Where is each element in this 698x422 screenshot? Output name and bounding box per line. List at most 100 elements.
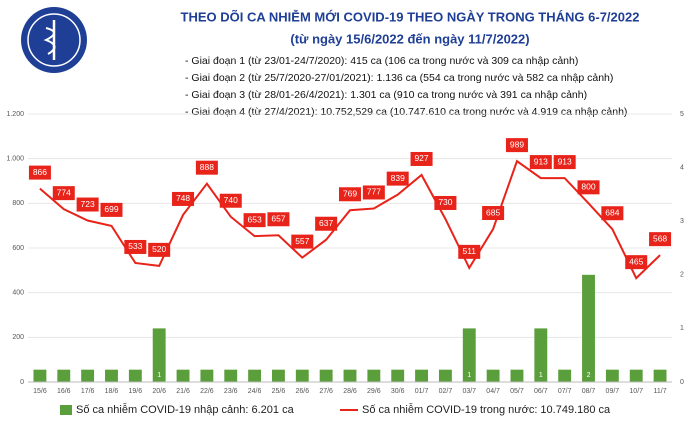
annotation: - Giai đoạn 4 (từ 27/4/2021): 10.752,529… bbox=[185, 106, 627, 118]
x-tick-label: 01/7 bbox=[415, 388, 429, 395]
line-label: 888 bbox=[200, 162, 214, 172]
bar bbox=[200, 369, 214, 382]
y2-tick-label: 4 bbox=[680, 164, 684, 171]
annotation: - Giai đoạn 2 (từ 25/7/2020-27/01/2021):… bbox=[185, 72, 613, 84]
line-label: 839 bbox=[391, 173, 405, 183]
line-label: 769 bbox=[343, 189, 357, 199]
label-box bbox=[172, 191, 195, 206]
bar bbox=[629, 369, 643, 382]
chart-subtitle: (từ ngày 15/6/2022 đến ngày 11/7/2022) bbox=[290, 31, 529, 46]
x-tick-label: 11/7 bbox=[654, 388, 667, 395]
line-label: 774 bbox=[57, 187, 71, 197]
y2-tick-label: 2 bbox=[680, 272, 684, 279]
bar bbox=[272, 369, 285, 382]
y-tick-label: 800 bbox=[12, 200, 24, 207]
legend-label: Số ca nhiễm COVID-19 trong nước: 10.749.… bbox=[362, 403, 611, 416]
line-label: 989 bbox=[510, 139, 524, 149]
x-tick-label: 25/6 bbox=[272, 388, 286, 395]
x-tick-label: 08/7 bbox=[582, 388, 596, 395]
line-label: 533 bbox=[128, 241, 142, 251]
bar bbox=[152, 328, 166, 382]
bar-label: 1 bbox=[467, 372, 471, 379]
x-tick-label: 26/6 bbox=[295, 388, 309, 395]
bar bbox=[295, 369, 309, 382]
x-tick-label: 28/6 bbox=[343, 388, 357, 395]
line-label: 568 bbox=[653, 233, 667, 243]
bar bbox=[367, 369, 381, 382]
x-tick-label: 15/6 bbox=[33, 388, 47, 395]
y-tick-label: 1.200 bbox=[6, 111, 24, 118]
label-box bbox=[410, 151, 433, 166]
bar bbox=[248, 369, 262, 382]
label-box bbox=[76, 197, 99, 212]
x-tick-label: 23/6 bbox=[224, 388, 238, 395]
legend-label: Số ca nhiễm COVID-19 nhập cảnh: 6.201 ca bbox=[76, 403, 295, 416]
bar bbox=[510, 369, 524, 382]
label-box bbox=[148, 242, 171, 257]
x-tick-label: 17/6 bbox=[81, 388, 95, 395]
y-tick-label: 1.000 bbox=[6, 156, 24, 163]
line-label: 730 bbox=[438, 197, 452, 207]
bar bbox=[558, 369, 572, 382]
x-tick-label: 06/7 bbox=[534, 388, 548, 395]
label-box bbox=[386, 171, 409, 186]
bar bbox=[582, 274, 595, 382]
line-label: 511 bbox=[462, 246, 476, 256]
x-tick-label: 20/6 bbox=[152, 388, 166, 395]
bar bbox=[605, 369, 619, 382]
y-tick-label: 0 bbox=[20, 379, 24, 386]
label-box bbox=[434, 195, 457, 210]
y-tick-label: 600 bbox=[12, 245, 24, 252]
legend-swatch bbox=[60, 405, 72, 415]
bar bbox=[486, 369, 500, 382]
label-box bbox=[28, 165, 51, 180]
x-tick-label: 21/6 bbox=[176, 388, 190, 395]
bar bbox=[343, 369, 357, 382]
y-tick-label: 200 bbox=[12, 334, 24, 341]
line-label: 557 bbox=[295, 236, 309, 246]
label-box bbox=[315, 216, 338, 231]
bar bbox=[224, 369, 238, 382]
x-tick-label: 30/6 bbox=[391, 388, 405, 395]
label-box bbox=[195, 160, 218, 175]
bar bbox=[462, 328, 476, 382]
line bbox=[39, 159, 661, 280]
label-box bbox=[601, 206, 624, 221]
label-box bbox=[219, 193, 242, 208]
x-tick-label: 29/6 bbox=[367, 388, 381, 395]
label-box bbox=[243, 213, 266, 228]
x-tick-label: 16/6 bbox=[57, 388, 71, 395]
line-label: 465 bbox=[629, 256, 643, 266]
x-tick-label: 03/7 bbox=[462, 388, 476, 395]
line-label: 657 bbox=[271, 214, 285, 224]
x-tick-label: 27/6 bbox=[319, 388, 333, 395]
label-box bbox=[291, 234, 314, 249]
line-label: 927 bbox=[414, 153, 428, 163]
x-tick-label: 05/7 bbox=[510, 388, 524, 395]
y2-tick-label: 5 bbox=[680, 111, 684, 118]
label-box bbox=[529, 155, 552, 170]
bar bbox=[105, 369, 118, 382]
label-box bbox=[553, 155, 576, 170]
y-tick-label: 400 bbox=[12, 290, 24, 297]
bar bbox=[534, 328, 548, 382]
x-tick-label: 19/6 bbox=[129, 388, 143, 395]
line-label: 637 bbox=[319, 218, 333, 228]
x-tick-label: 24/6 bbox=[248, 388, 262, 395]
label-box bbox=[577, 180, 600, 195]
bar bbox=[319, 369, 333, 382]
x-tick-label: 04/7 bbox=[486, 388, 500, 395]
logo bbox=[21, 7, 87, 73]
line-label: 866 bbox=[33, 167, 47, 177]
label-box bbox=[482, 206, 505, 221]
bar bbox=[415, 369, 428, 382]
label-box bbox=[267, 212, 290, 227]
line-label: 777 bbox=[367, 187, 381, 197]
line-label: 748 bbox=[176, 193, 190, 203]
annotation: - Giai đoạn 1 (từ 23/01-24/7/2020): 415 … bbox=[185, 55, 578, 67]
bar bbox=[653, 369, 667, 382]
bar bbox=[128, 369, 142, 382]
line-label: 520 bbox=[152, 244, 166, 254]
